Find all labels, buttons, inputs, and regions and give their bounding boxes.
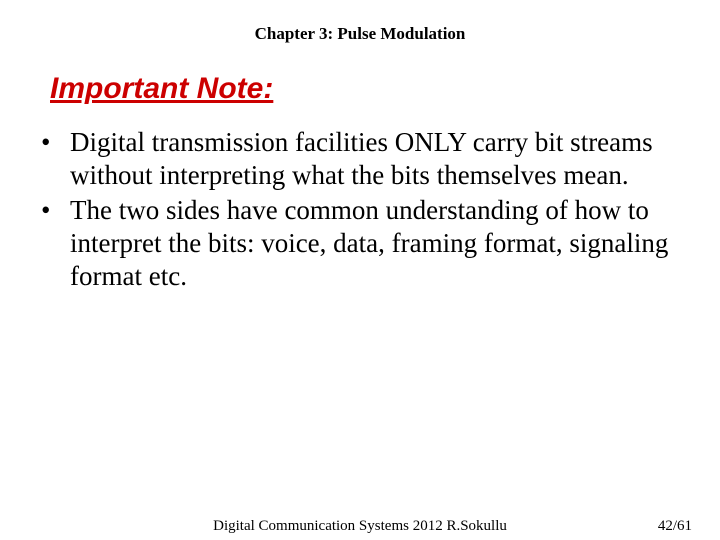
bullet-list: Digital transmission facilities ONLY car… xyxy=(0,126,720,293)
chapter-header: Chapter 3: Pulse Modulation xyxy=(0,0,720,54)
page-number: 42/61 xyxy=(658,518,692,535)
bullet-item: Digital transmission facilities ONLY car… xyxy=(36,126,680,192)
bullet-item: The two sides have common understanding … xyxy=(36,194,680,293)
slide-title: Important Note: xyxy=(0,54,720,126)
footer-credits: Digital Communication Systems 2012 R.Sok… xyxy=(213,518,507,535)
